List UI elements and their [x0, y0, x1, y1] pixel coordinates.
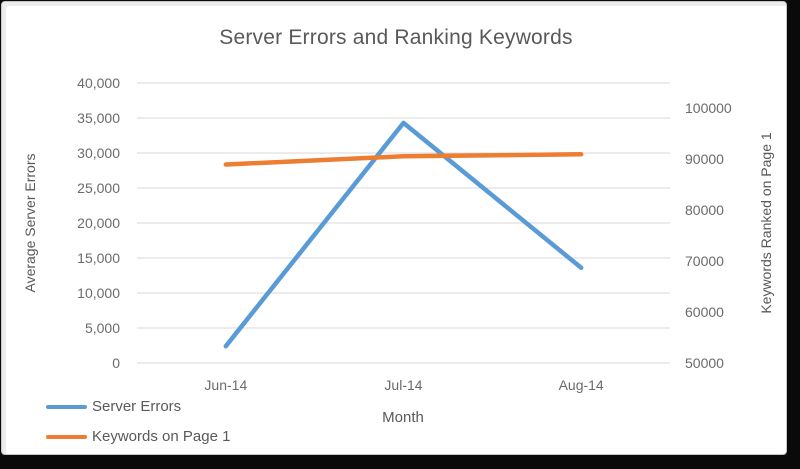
- chart-area: [1, 1, 787, 455]
- server-errors-line-swatch: [46, 404, 87, 409]
- series-line-1: [223, 152, 584, 167]
- legend-label: Server Errors: [92, 398, 182, 415]
- left-axis-tick-label: 25,000: [77, 180, 120, 196]
- left-axis-tick-label: 40,000: [77, 75, 120, 91]
- left-axis-tick-label: 35,000: [77, 110, 120, 126]
- right-axis-tick-label: 50000: [685, 355, 724, 371]
- right-axis-tick-label: 90000: [685, 151, 724, 168]
- legend-item-keywords: Keywords on Page 1: [46, 428, 230, 445]
- left-axis-tick-label: 15,000: [77, 250, 120, 266]
- legend-label: Keywords on Page 1: [92, 428, 231, 445]
- x-axis-tick-label: Jul-14: [384, 377, 423, 393]
- chart-title: Server Errors and Ranking Keywords: [219, 26, 573, 49]
- left-axis-tick-label: 30,000: [77, 145, 120, 161]
- left-axis-tick-label: 5,000: [84, 320, 120, 336]
- right-axis-title: Keywords Ranked on Page 1: [758, 132, 774, 314]
- legend-item-server-errors: Server Errors: [46, 398, 181, 415]
- left-axis-tick-label: 20,000: [77, 215, 120, 231]
- right-axis-tick-label: 80000: [685, 202, 724, 219]
- series-line-0: [223, 120, 584, 349]
- keywords-line-swatch: [46, 434, 87, 439]
- left-axis-tick-label: 10,000: [77, 285, 120, 301]
- right-axis-tick-label: 100000: [685, 100, 732, 117]
- right-axis-tick-label: 70000: [685, 253, 724, 270]
- x-axis-tick-label: Jun-14: [204, 377, 248, 393]
- left-axis-tick-label: 0: [112, 355, 120, 371]
- x-axis-title: Month: [382, 409, 424, 426]
- right-axis-tick-label: 60000: [685, 304, 724, 321]
- left-axis-title: Average Server Errors: [22, 153, 38, 293]
- x-axis-tick-label: Aug-14: [558, 377, 604, 393]
